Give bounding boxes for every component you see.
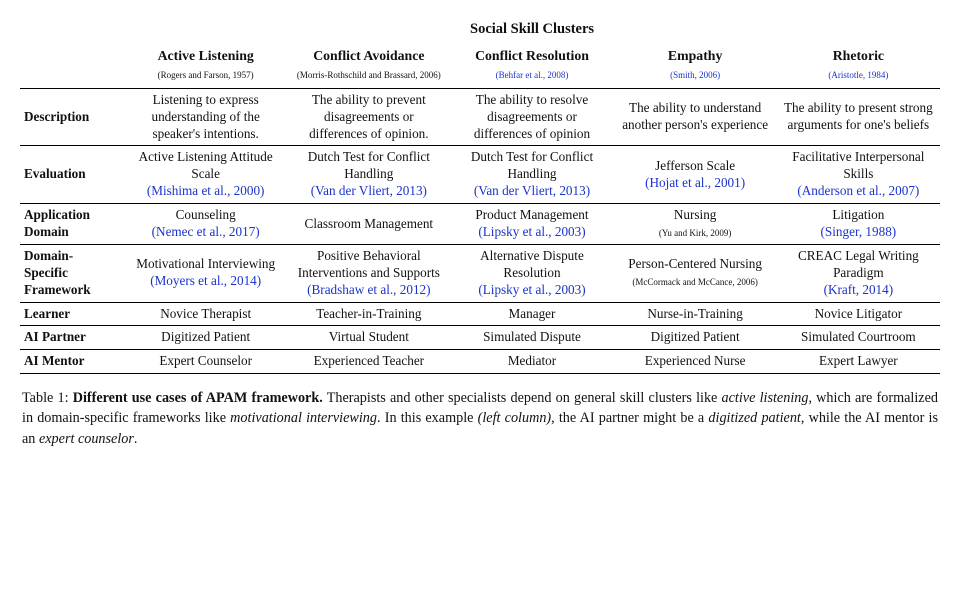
col-title: Conflict Resolution [450, 41, 613, 68]
cell: The ability to present strong arguments … [777, 89, 940, 146]
table-row: Evaluation Active Listening Attitude Sca… [20, 146, 940, 203]
cell: Experienced Teacher [287, 350, 450, 373]
table-row: Learner Novice Therapist Teacher-in-Trai… [20, 303, 940, 326]
caption-text: Therapists and other specialists depend … [323, 390, 722, 406]
table-row: AI Mentor Expert Counselor Experienced T… [20, 350, 940, 373]
caption-text: . [134, 431, 138, 447]
row-label-description: Description [20, 89, 124, 146]
cell: Teacher-in-Training [287, 303, 450, 326]
cell: Digitized Patient [614, 326, 777, 349]
table-row: AI Partner Digitized Patient Virtual Stu… [20, 326, 940, 349]
table-caption: Table 1: Different use cases of APAM fra… [22, 388, 938, 448]
col-citation: (Behfar et al., 2008) [450, 67, 613, 88]
cell: Active Listening Attitude Scale(Mishima … [124, 146, 287, 203]
cell: Facilitative Interpersonal Skills(Anders… [777, 146, 940, 203]
col-citation: (Aristotle, 1984) [777, 67, 940, 88]
row-label-ai-mentor: AI Mentor [20, 350, 124, 373]
cell: Nurse-in-Training [614, 303, 777, 326]
col-title: Empathy [614, 41, 777, 68]
cell: Alternative Dispute Resolution(Lipsky et… [450, 245, 613, 302]
cell: Novice Therapist [124, 303, 287, 326]
cell: Novice Litigator [777, 303, 940, 326]
cell: The ability to understand another person… [614, 89, 777, 146]
col-citation: (Rogers and Farson, 1957) [124, 67, 287, 88]
super-header: Social Skill Clusters [124, 18, 940, 41]
col-title: Rhetoric [777, 41, 940, 68]
cell: Virtual Student [287, 326, 450, 349]
cell: Dutch Test for Conflict Handling(Van der… [287, 146, 450, 203]
cell: Nursing(Yu and Kirk, 2009) [614, 204, 777, 244]
cell: Classroom Management [287, 204, 450, 244]
table-row: Description Listening to express underst… [20, 89, 940, 146]
caption-title: Different use cases of APAM framework. [73, 390, 323, 406]
cell: Simulated Dispute [450, 326, 613, 349]
table-row: Active Listening Conflict Avoidance Conf… [20, 41, 940, 68]
table-row: Domain- Specific Framework Motivational … [20, 245, 940, 302]
row-label-learner: Learner [20, 303, 124, 326]
caption-text: expert counselor [39, 431, 134, 447]
cell: Counseling(Nemec et al., 2017) [124, 204, 287, 244]
cell: Jefferson Scale(Hojat et al., 2001) [614, 146, 777, 203]
row-label-evaluation: Evaluation [20, 146, 124, 203]
cell: Simulated Courtroom [777, 326, 940, 349]
caption-text: (left column) [478, 410, 552, 426]
caption-prefix: Table 1: [22, 390, 73, 406]
cell: Person-Centered Nursing(McCormack and Mc… [614, 245, 777, 302]
cell: Experienced Nurse [614, 350, 777, 373]
caption-text: . In this example [377, 410, 478, 426]
col-title: Active Listening [124, 41, 287, 68]
caption-text: active listening [722, 390, 809, 406]
cell: Motivational Interviewing(Moyers et al.,… [124, 245, 287, 302]
caption-text: digitized patient [708, 410, 800, 426]
table-row: Application Domain Counseling(Nemec et a… [20, 204, 940, 244]
cell: Listening to express understanding of th… [124, 89, 287, 146]
cell: Expert Lawyer [777, 350, 940, 373]
row-label-application: Application Domain [20, 204, 124, 244]
cell: The ability to resolve disagreements or … [450, 89, 613, 146]
col-title: Conflict Avoidance [287, 41, 450, 68]
cell: Product Management(Lipsky et al., 2003) [450, 204, 613, 244]
cell: Manager [450, 303, 613, 326]
row-label-ai-partner: AI Partner [20, 326, 124, 349]
cell: CREAC Legal Writing Paradigm(Kraft, 2014… [777, 245, 940, 302]
cell: Positive Behavioral Interventions and Su… [287, 245, 450, 302]
caption-text: motivational interviewing [230, 410, 377, 426]
cell: The ability to prevent disagreements or … [287, 89, 450, 146]
cell: Dutch Test for Conflict Handling(Van der… [450, 146, 613, 203]
table-figure: Social Skill Clusters Active Listening C… [20, 18, 940, 449]
cell: Digitized Patient [124, 326, 287, 349]
row-label-framework: Domain- Specific Framework [20, 245, 124, 302]
col-citation: (Morris-Rothschild and Brassard, 2006) [287, 67, 450, 88]
table-row: Social Skill Clusters [20, 18, 940, 41]
cell: Litigation(Singer, 1988) [777, 204, 940, 244]
cell: Mediator [450, 350, 613, 373]
caption-text: , the AI partner might be a [551, 410, 708, 426]
table-row: (Rogers and Farson, 1957) (Morris-Rothsc… [20, 67, 940, 88]
social-skills-table: Social Skill Clusters Active Listening C… [20, 18, 940, 374]
col-citation: (Smith, 2006) [614, 67, 777, 88]
cell: Expert Counselor [124, 350, 287, 373]
